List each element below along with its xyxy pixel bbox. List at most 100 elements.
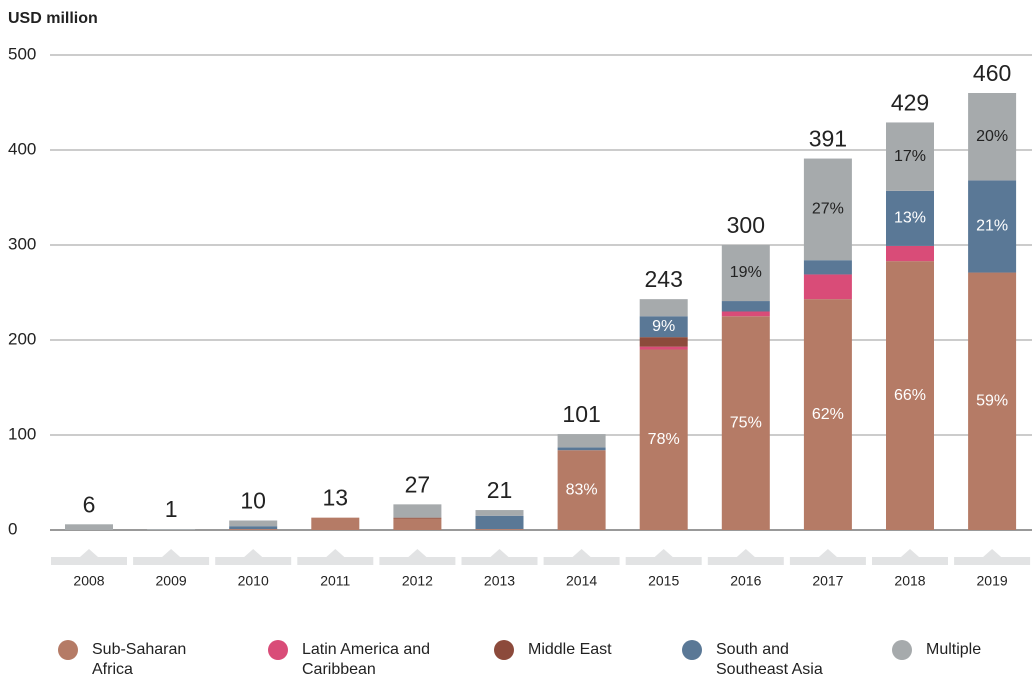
- axis-band: [789, 557, 866, 565]
- legend-label: Multiple: [926, 641, 982, 658]
- bar-segment: [639, 299, 688, 317]
- bar-segment: [886, 261, 934, 530]
- bar-segment: [803, 158, 852, 261]
- total-label: 27: [405, 471, 431, 497]
- bar-segment: [639, 316, 688, 338]
- legend-label: South and Southeast Asia: [716, 641, 823, 678]
- segment-label: 21%: [976, 218, 1008, 235]
- bar-segment: [721, 311, 770, 317]
- axis-band: [954, 557, 1031, 565]
- axis-band: [51, 557, 127, 565]
- total-label: 243: [645, 266, 683, 292]
- bar-segment: [968, 272, 1017, 530]
- legend-swatch: [892, 640, 912, 660]
- axis-tick-arrow: [162, 549, 181, 557]
- axis-tick-arrow: [490, 549, 509, 557]
- x-tick-label: 2010: [238, 573, 269, 589]
- bar-segment: [393, 504, 442, 518]
- bar-segment: [393, 517, 442, 519]
- x-tick-label: 2015: [648, 573, 679, 589]
- axis-tick-arrow: [572, 549, 591, 557]
- x-tick-label: 2014: [566, 573, 597, 589]
- y-tick-label: 200: [8, 329, 36, 348]
- bar-segment: [557, 450, 606, 530]
- bar-segment: [968, 180, 1017, 273]
- axis-band: [872, 557, 948, 565]
- segment-label: 17%: [894, 148, 926, 165]
- legend-label: Latin America and Caribbean: [302, 641, 431, 678]
- axis-tick-arrow: [408, 549, 427, 557]
- y-tick-label: 300: [8, 234, 36, 253]
- axis-tick-arrow: [901, 549, 919, 557]
- bar-segment: [968, 93, 1017, 181]
- segment-label: 19%: [730, 264, 762, 281]
- bar-segment: [147, 529, 196, 530]
- axis-tick-arrow: [983, 549, 1002, 557]
- y-tick-label: 400: [8, 139, 36, 158]
- legend-label: Sub-Saharan Africa: [92, 641, 187, 678]
- y-axis-label: USD million: [8, 10, 98, 27]
- axis-band: [297, 557, 374, 565]
- total-label: 6: [83, 491, 96, 517]
- x-tick-label: 2009: [156, 573, 187, 589]
- bar-segment: [721, 301, 770, 312]
- axis-tick-arrow: [736, 549, 755, 557]
- bar-segment: [475, 510, 524, 516]
- bar-segment: [311, 517, 360, 530]
- bar-segment: [229, 520, 278, 527]
- legend-swatch: [494, 640, 514, 660]
- x-tick-label: 2017: [812, 573, 843, 589]
- total-label: 391: [809, 126, 847, 152]
- segment-label: 75%: [730, 414, 762, 431]
- total-label: 13: [323, 485, 349, 511]
- legend-item: South and Southeast Asia: [682, 640, 846, 680]
- legend-item: Multiple: [892, 640, 1032, 660]
- bar-segment: [65, 524, 113, 530]
- x-tick-label: 2013: [484, 573, 515, 589]
- axis-band: [543, 557, 620, 565]
- bar-segment: [639, 337, 688, 347]
- x-tick-label: 2016: [730, 573, 761, 589]
- axis-band: [461, 557, 538, 565]
- segment-label: 62%: [812, 406, 844, 423]
- x-tick-label: 2008: [73, 573, 104, 589]
- total-label: 10: [240, 488, 266, 514]
- x-tick-label: 2018: [894, 573, 925, 589]
- bar-segment: [475, 515, 524, 530]
- segment-label: 59%: [976, 392, 1008, 409]
- bar-segment: [475, 529, 524, 530]
- axis-band: [625, 557, 702, 565]
- bar-segment: [886, 245, 934, 262]
- bar-segment: [229, 526, 278, 530]
- total-label: 1: [165, 496, 178, 522]
- segment-label: 13%: [894, 210, 926, 227]
- segment-label: 83%: [566, 481, 598, 498]
- axis-tick-arrow: [654, 549, 673, 557]
- axis-tick-arrow: [818, 549, 837, 557]
- y-tick-label: 0: [8, 519, 17, 538]
- y-tick-label: 100: [8, 424, 36, 443]
- bar-segment: [721, 316, 770, 530]
- bar-segment: [886, 122, 934, 191]
- axis-tick-arrow: [80, 549, 98, 557]
- total-label: 429: [891, 90, 929, 116]
- legend: Sub-Saharan Africa Latin America and Cari…: [0, 640, 1032, 682]
- axis-band: [133, 557, 210, 565]
- axis-band: [379, 557, 456, 565]
- bar-segment: [393, 518, 442, 530]
- bar-segment: [721, 245, 770, 302]
- legend-label: Middle East: [528, 641, 612, 658]
- legend-swatch: [682, 640, 702, 660]
- total-label: 300: [727, 212, 765, 238]
- segment-label: 9%: [652, 318, 675, 335]
- total-label: 460: [973, 60, 1011, 86]
- axis-band: [707, 557, 784, 565]
- segment-label: 66%: [894, 387, 926, 404]
- legend-item: Middle East: [494, 640, 658, 660]
- chart: USD million 0 100 200 300 400 500 2008 6 2009 1 20…: [8, 10, 1032, 589]
- segment-label: 27%: [812, 201, 844, 218]
- total-label: 101: [562, 401, 600, 427]
- bar-segment: [639, 346, 688, 350]
- bar-segment: [557, 447, 606, 451]
- x-tick-label: 2011: [320, 573, 350, 589]
